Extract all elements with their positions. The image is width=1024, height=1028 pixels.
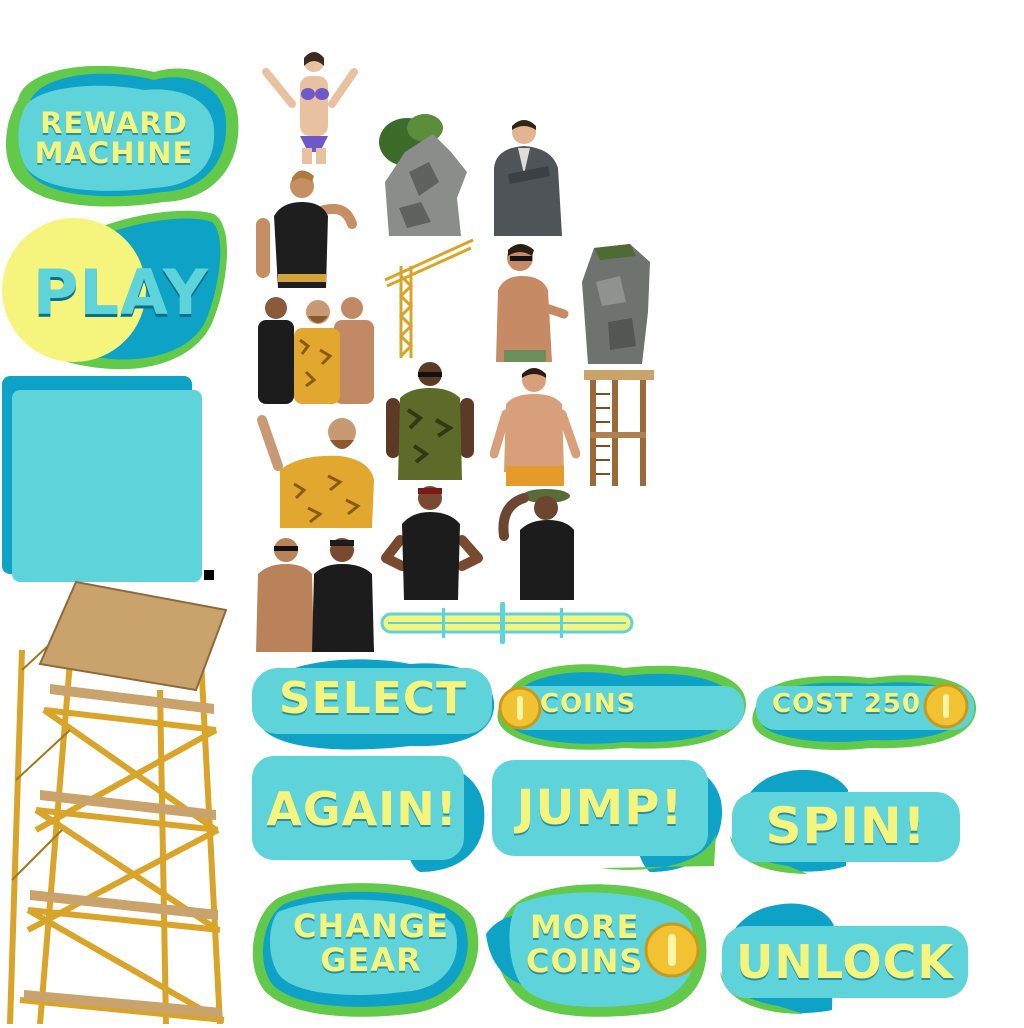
man-tank-top-character — [252, 164, 360, 288]
marker-dot — [204, 570, 214, 580]
reward-machine-button[interactable]: REWARD MACHINE — [4, 60, 242, 210]
slider-track-sprite[interactable] — [378, 600, 636, 646]
coins-label: COINS — [540, 689, 637, 720]
spin-label: SPIN! — [765, 796, 927, 855]
woman-bikini-character — [252, 48, 368, 164]
reward-machine-label: REWARD MACHINE — [34, 105, 194, 170]
cost-display: COST 250 — [750, 670, 978, 752]
man-camo-tank-character — [380, 358, 480, 480]
spin-button[interactable]: SPIN! — [728, 766, 964, 876]
man-shirtless-sunglasses-character — [490, 238, 570, 362]
rock-pillar-sprite — [580, 242, 654, 364]
group-beach-characters — [250, 290, 378, 404]
again-button[interactable]: AGAIN! — [250, 752, 488, 878]
man-hawaiian-shirt-character — [250, 404, 378, 528]
pair-beach-characters — [250, 530, 380, 652]
again-label: AGAIN! — [266, 781, 458, 836]
jump-button[interactable]: JUMP! — [490, 756, 726, 874]
change-gear-button[interactable]: CHANGE GEAR — [248, 878, 484, 1018]
unlock-label: UNLOCK — [735, 934, 955, 989]
scaffold-tower-sprite — [0, 580, 250, 1025]
coins-display: COINS — [494, 658, 748, 754]
jump-label: JUMP! — [516, 779, 684, 836]
change-gear-label: CHANGE GEAR — [293, 907, 449, 979]
cost-label: COST 250 — [772, 689, 921, 720]
more-coins-button[interactable]: MORE COINS — [484, 878, 718, 1018]
man-black-tank-character — [378, 480, 488, 600]
more-coins-label: MORE COINS — [526, 908, 644, 980]
select-label: SELECT — [278, 672, 468, 724]
crane-sprite — [381, 236, 477, 358]
unlock-button[interactable]: UNLOCK — [718, 900, 972, 1018]
play-button[interactable]: PLAY — [0, 208, 232, 373]
play-label: PLAY — [33, 255, 209, 329]
rock-cliff-tree-sprite — [379, 112, 469, 236]
select-button[interactable]: SELECT — [250, 656, 496, 752]
man-hat-tank-character — [490, 486, 586, 600]
lifeguard-tower-sprite — [582, 364, 656, 486]
man-suit-character — [488, 114, 568, 236]
man-shirtless-character — [490, 364, 580, 486]
blank-panel — [2, 376, 202, 582]
